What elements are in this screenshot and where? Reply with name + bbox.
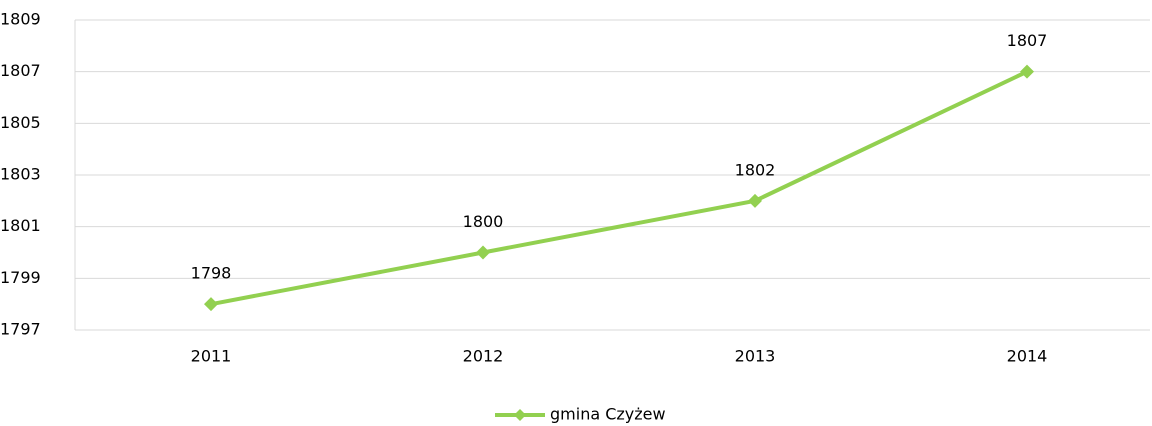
y-tick-label: 1797: [0, 320, 41, 339]
y-tick-label: 1807: [0, 61, 41, 80]
x-tick-label: 2013: [735, 347, 776, 366]
x-tick-label: 2011: [191, 347, 232, 366]
y-tick-label: 1809: [0, 10, 41, 29]
data-label: 1800: [463, 212, 504, 231]
marker: [204, 297, 218, 312]
x-tick-label: 2012: [463, 347, 504, 366]
data-label: 1807: [1007, 31, 1048, 50]
marker: [1020, 64, 1034, 79]
y-tick-label: 1801: [0, 216, 41, 235]
y-tick-label: 1805: [0, 113, 41, 132]
legend-marker: [514, 409, 526, 421]
x-tick-label: 2014: [1007, 347, 1048, 366]
marker: [476, 245, 490, 260]
y-tick-label: 1799: [0, 268, 41, 287]
data-label: 1798: [191, 264, 232, 283]
y-tick-label: 1803: [0, 165, 41, 184]
marker: [748, 193, 762, 208]
legend-label: gmina Czyżew: [550, 405, 666, 424]
data-label: 1802: [735, 160, 776, 179]
line: [210, 69, 1028, 307]
